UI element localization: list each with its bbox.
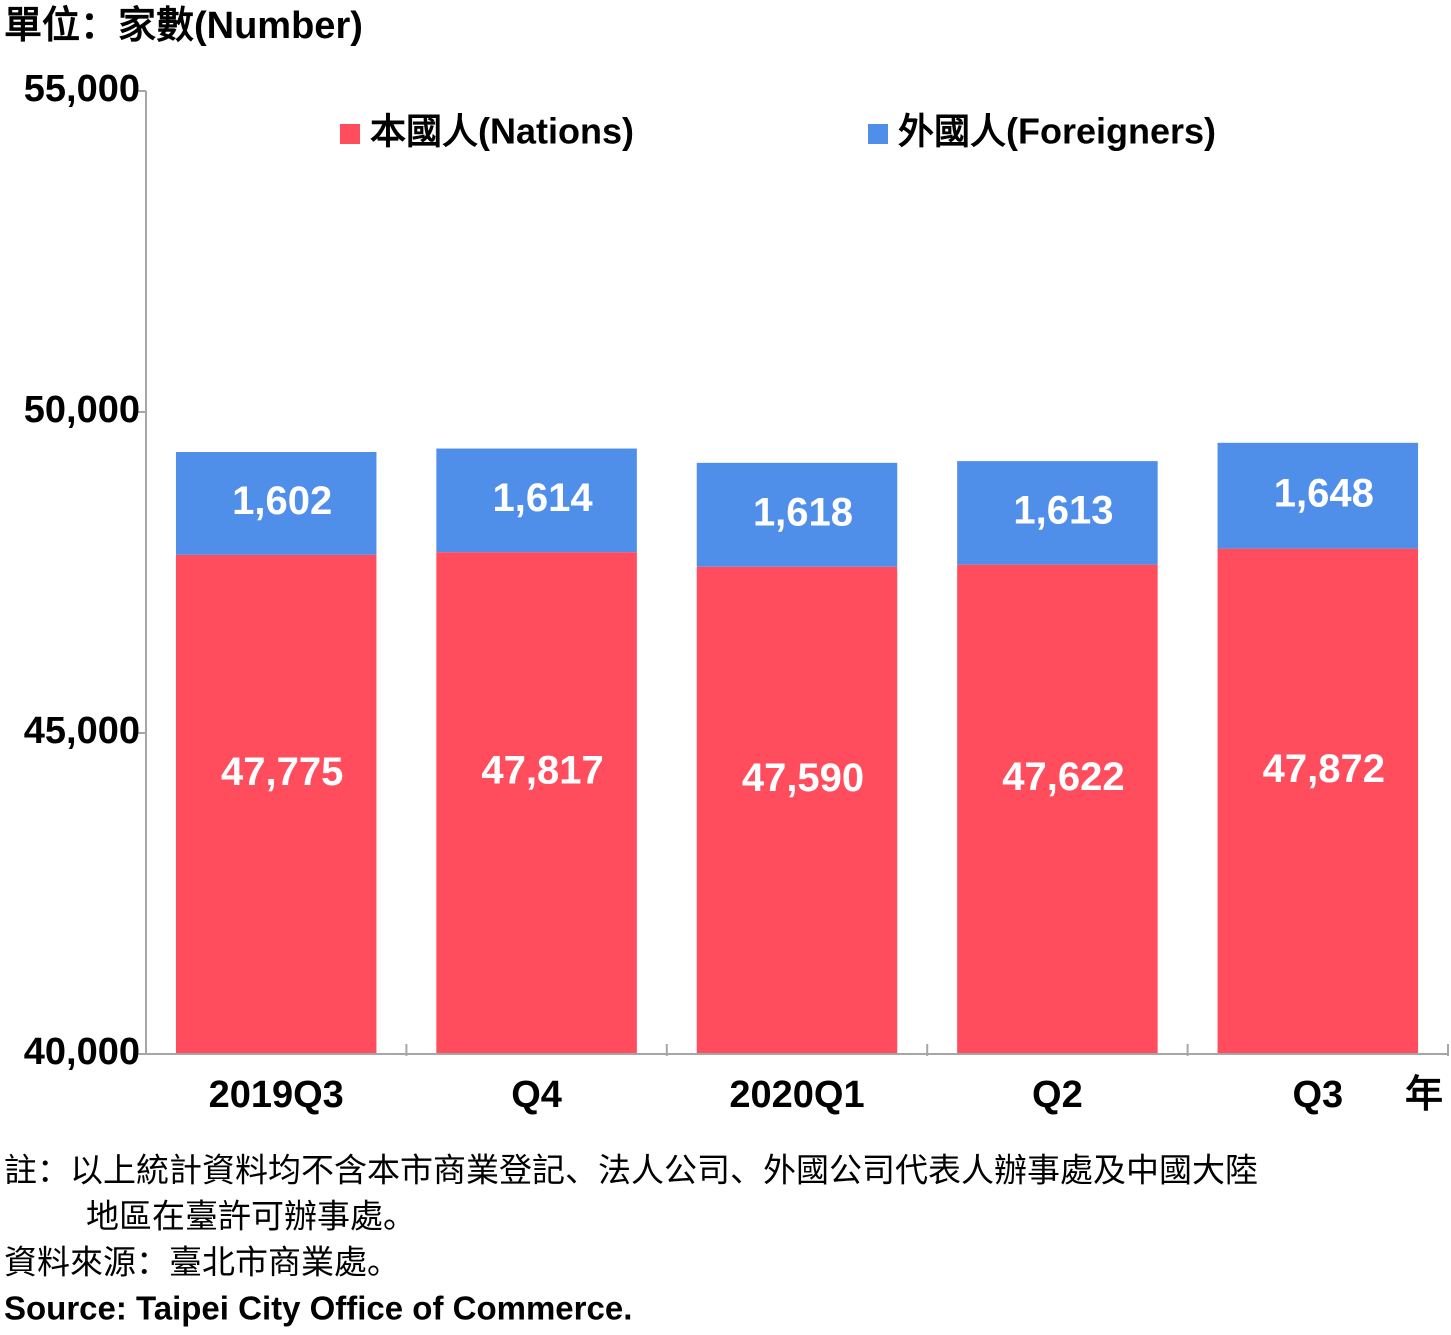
data-label: 47,817 <box>481 749 603 793</box>
note: 註：以上統計資料均不含本市商業登記、法人公司、外國公司代表人辦事處及中國大陸 <box>4 1152 1258 1189</box>
data-label: 47,775 <box>221 750 343 794</box>
y-tick-label: 55,000 <box>24 68 140 110</box>
unit-label: 單位：家數(Number) <box>4 5 363 47</box>
bar-segment <box>175 554 377 1054</box>
bar-segment <box>957 461 1158 565</box>
source: Source: Taipei City Office of Commerce. <box>4 1290 632 1327</box>
x-tick-label: Q3 <box>1292 1074 1343 1116</box>
data-label: 1,648 <box>1274 471 1374 515</box>
x-tick-label: 2019Q3 <box>209 1074 344 1116</box>
bar-segment <box>436 552 637 1054</box>
x-suffix: 年 <box>1405 1074 1443 1116</box>
data-label: 1,602 <box>232 479 332 523</box>
bar-segment <box>1217 548 1419 1054</box>
legend-label: 本國人(Nations) <box>370 111 634 152</box>
bar-segment <box>957 564 1158 1054</box>
bar-segment <box>1217 442 1419 549</box>
data-label: 1,613 <box>1013 488 1113 532</box>
bar-segment <box>696 566 898 1054</box>
x-tick-label: Q2 <box>1032 1074 1083 1116</box>
data-label: 47,622 <box>1002 755 1124 799</box>
bar-segment <box>175 451 377 555</box>
x-tick-label: Q4 <box>511 1074 562 1116</box>
data-label: 47,590 <box>742 756 864 800</box>
data-label: 1,614 <box>493 476 594 520</box>
y-tick-label: 40,000 <box>24 1031 140 1073</box>
source: 資料來源：臺北市商業處。 <box>4 1244 400 1281</box>
legend-label: 外國人(Foreigners) <box>898 111 1216 152</box>
legend-swatch <box>340 124 360 144</box>
bar-segment <box>436 448 637 553</box>
bar-segment <box>696 462 898 567</box>
data-label: 47,872 <box>1263 747 1385 791</box>
y-tick-label: 45,000 <box>24 710 140 752</box>
x-tick-label: 2020Q1 <box>729 1074 864 1116</box>
legend-swatch <box>868 124 888 144</box>
note: 地區在臺許可辦事處。 <box>86 1198 416 1235</box>
y-tick-label: 50,000 <box>24 389 140 431</box>
data-label: 1,618 <box>753 490 853 534</box>
